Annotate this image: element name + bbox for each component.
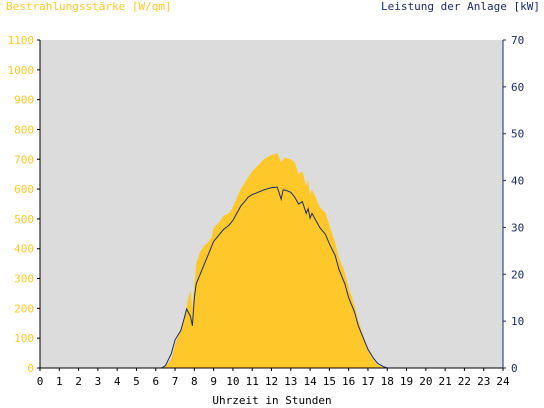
left-tick-label: 900	[14, 94, 34, 107]
x-tick-label: 1	[56, 375, 63, 388]
x-tick-label: 12	[265, 375, 278, 388]
x-tick-label: 7	[172, 375, 179, 388]
x-tick-label: 9	[210, 375, 217, 388]
left-tick-label: 600	[14, 183, 34, 196]
x-tick-label: 22	[458, 375, 471, 388]
left-tick-label: 700	[14, 153, 34, 166]
x-tick-label: 24	[496, 375, 510, 388]
right-tick-label: 10	[511, 315, 524, 328]
x-tick-label: 8	[191, 375, 198, 388]
x-tick-label: 13	[284, 375, 297, 388]
irradiance-area	[40, 153, 503, 368]
power-line	[40, 186, 503, 369]
right-tick-label: 20	[511, 268, 524, 281]
x-tick-label: 16	[342, 375, 355, 388]
x-tick-label: 6	[152, 375, 159, 388]
x-tick-label: 21	[439, 375, 452, 388]
right-tick-label: 60	[511, 81, 524, 94]
right-tick-label: 70	[511, 34, 524, 47]
x-tick-label: 18	[381, 375, 394, 388]
x-tick-label: 5	[133, 375, 140, 388]
right-axis-title: Leistung der Anlage [kW]	[381, 0, 540, 13]
left-axis-title: Bestrahlungsstärke [W/qm]	[6, 0, 172, 13]
left-tick-label: 0	[27, 362, 34, 375]
x-tick-label: 2	[75, 375, 82, 388]
right-tick-label: 30	[511, 221, 524, 234]
x-axis-title: Uhrzeit in Stunden	[212, 394, 332, 407]
right-tick-label: 50	[511, 128, 524, 141]
x-tick-label: 23	[477, 375, 490, 388]
right-tick-label: 0	[511, 362, 518, 375]
x-tick-label: 15	[323, 375, 336, 388]
x-tick-label: 3	[95, 375, 102, 388]
x-tick-label: 17	[361, 375, 374, 388]
left-tick-label: 1000	[8, 64, 35, 77]
left-tick-label: 800	[14, 123, 34, 136]
x-tick-label: 0	[37, 375, 44, 388]
left-tick-label: 500	[14, 213, 34, 226]
left-tick-label: 300	[14, 273, 34, 286]
right-tick-label: 40	[511, 175, 524, 188]
x-tick-label: 10	[226, 375, 239, 388]
left-tick-label: 100	[14, 332, 34, 345]
x-tick-label: 20	[419, 375, 432, 388]
left-tick-label: 1100	[8, 34, 35, 47]
left-tick-label: 400	[14, 243, 34, 256]
x-tick-label: 19	[400, 375, 413, 388]
x-tick-label: 14	[303, 375, 317, 388]
x-tick-label: 4	[114, 375, 121, 388]
left-tick-label: 200	[14, 302, 34, 315]
x-tick-label: 11	[246, 375, 259, 388]
